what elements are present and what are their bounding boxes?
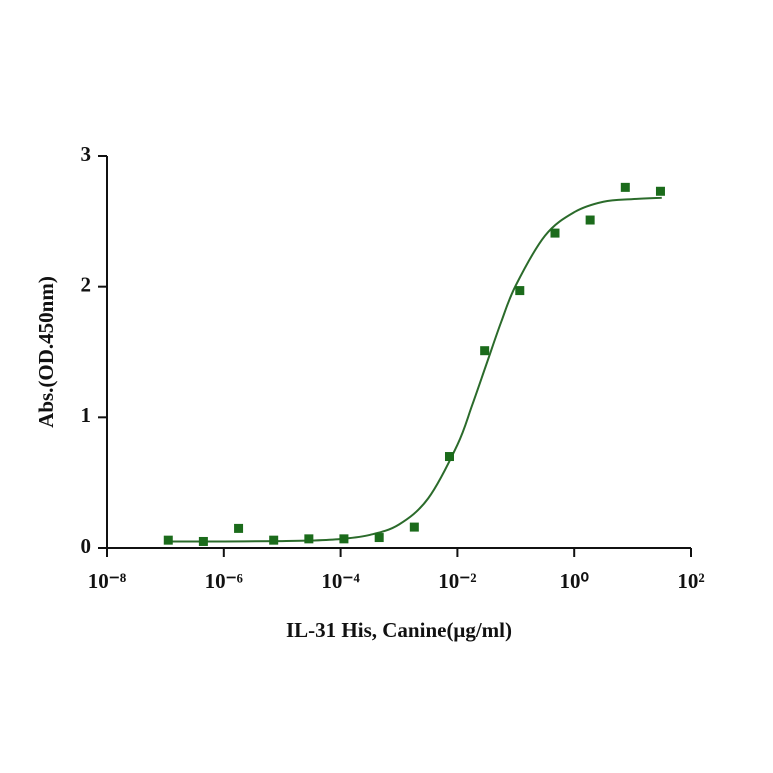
x-axis-label: IL-31 His, Canine(μg/ml) xyxy=(286,618,512,642)
x-tick-label: 10⁻² xyxy=(438,569,476,593)
point xyxy=(655,186,665,196)
point xyxy=(198,536,208,546)
y-tick-label: 1 xyxy=(81,403,92,427)
point xyxy=(515,286,525,296)
x-tick-label: 10² xyxy=(677,569,704,593)
x-tick-label: 10⁻⁸ xyxy=(88,569,126,593)
point xyxy=(409,522,419,532)
point xyxy=(444,452,454,462)
y-tick-label: 2 xyxy=(81,272,92,296)
point xyxy=(163,535,173,545)
point xyxy=(550,228,560,238)
point xyxy=(480,346,490,356)
point xyxy=(339,534,349,544)
x-tick-label: 10⁻⁶ xyxy=(205,569,243,593)
point xyxy=(234,523,244,533)
point xyxy=(269,535,279,545)
x-tick-label: 10⁻⁴ xyxy=(321,569,360,593)
point xyxy=(374,533,384,543)
y-tick-label: 3 xyxy=(81,142,92,166)
point xyxy=(620,182,630,192)
fit-curve xyxy=(165,196,662,543)
point xyxy=(585,215,595,225)
y-tick-label: 0 xyxy=(81,534,92,558)
point xyxy=(304,534,314,544)
y-axis-label: Abs.(OD.450nm) xyxy=(34,276,58,428)
x-tick-label: 10⁰ xyxy=(559,569,589,593)
